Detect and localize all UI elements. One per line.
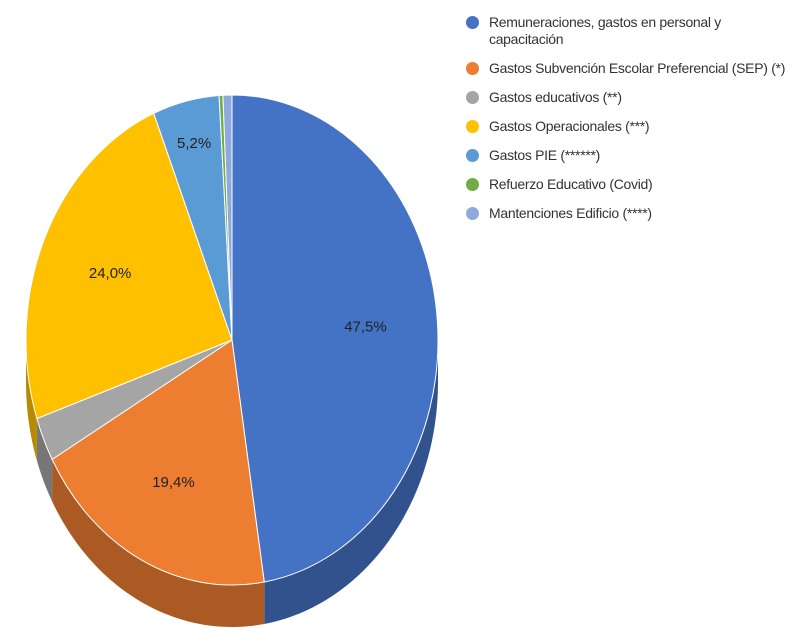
data-label: 24,0% bbox=[89, 265, 132, 282]
legend-swatch bbox=[466, 16, 479, 29]
legend-swatch bbox=[466, 207, 479, 220]
legend-item: Gastos PIE (******) bbox=[466, 147, 786, 164]
slice bbox=[231, 94, 439, 583]
slice-side bbox=[264, 340, 438, 624]
slice-side bbox=[36, 418, 53, 502]
legend-swatch bbox=[466, 120, 479, 133]
slice bbox=[51, 339, 265, 586]
slice bbox=[25, 112, 233, 420]
legend-label: Refuerzo Educativo (Covid) bbox=[489, 176, 653, 192]
legend: Remuneraciones, gastos en personal y cap… bbox=[466, 14, 786, 234]
slice-side bbox=[52, 459, 265, 627]
legend-label: Gastos Subvención Escolar Preferencial (… bbox=[489, 60, 786, 76]
legend-label: Mantenciones Edificio (****) bbox=[489, 205, 652, 221]
legend-item: Remuneraciones, gastos en personal y cap… bbox=[466, 14, 786, 48]
legend-item: Gastos educativos (**) bbox=[466, 89, 786, 106]
legend-label: Gastos PIE (******) bbox=[489, 147, 601, 163]
legend-item: Mantenciones Edificio (****) bbox=[466, 205, 786, 222]
legend-swatch bbox=[466, 62, 479, 75]
slice-side bbox=[26, 340, 37, 461]
legend-label: Gastos educativos (**) bbox=[489, 89, 622, 105]
data-label: 19,4% bbox=[152, 474, 195, 491]
legend-swatch bbox=[466, 149, 479, 162]
legend-swatch bbox=[466, 91, 479, 104]
data-label: 47,5% bbox=[344, 318, 387, 335]
legend-item: Gastos Operacionales (***) bbox=[466, 118, 786, 135]
slice bbox=[222, 94, 233, 341]
legend-item: Gastos Subvención Escolar Preferencial (… bbox=[466, 60, 786, 77]
legend-swatch bbox=[466, 178, 479, 191]
legend-label: Gastos Operacionales (***) bbox=[489, 118, 650, 134]
legend-label: Remuneraciones, gastos en personal y cap… bbox=[489, 14, 722, 47]
data-label: 5,2% bbox=[177, 135, 211, 152]
legend-item: Refuerzo Educativo (Covid) bbox=[466, 176, 786, 193]
